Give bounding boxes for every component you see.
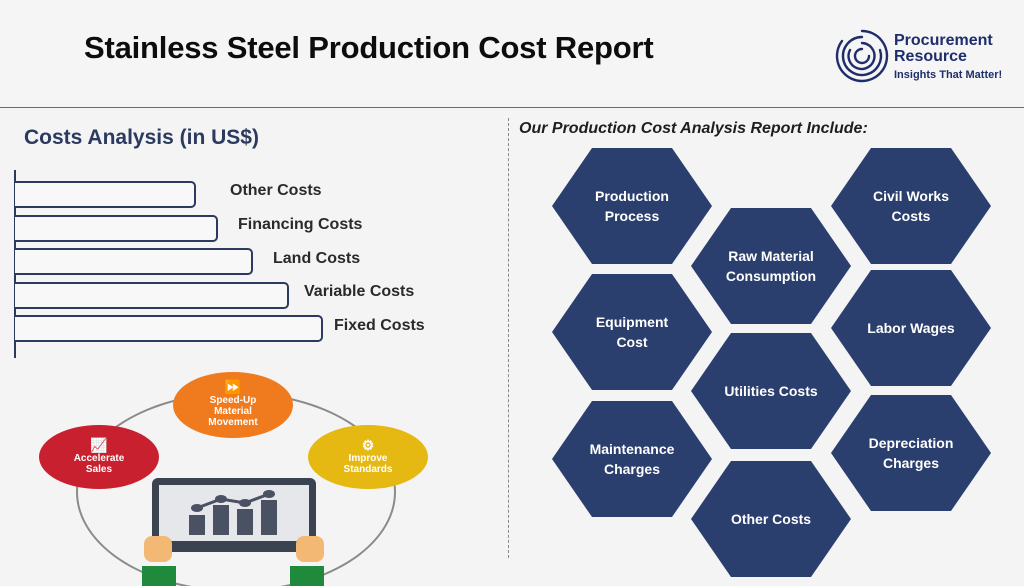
cost-bar-other	[15, 181, 196, 208]
cost-bar-fixed	[15, 315, 323, 342]
cost-bar-variable	[15, 282, 289, 309]
hex-utilities-costs: Utilities Costs	[691, 333, 851, 449]
left-sleeve	[142, 566, 176, 586]
hex-production-process: Production Process	[552, 148, 712, 264]
hex-labor-wages: Labor Wages	[831, 270, 991, 386]
concentric-maze-icon	[835, 29, 889, 83]
fast-forward-icon: ⏩	[224, 379, 242, 395]
logo-name-line1: Procurement	[894, 32, 993, 49]
cost-bar-land	[15, 248, 253, 275]
right-sleeve	[290, 566, 324, 586]
growth-chart-icon: 📈	[90, 436, 108, 453]
report-includes-title: Our Production Cost Analysis Report Incl…	[519, 120, 868, 137]
gear-icon: ⚙	[361, 436, 375, 453]
header: Stainless Steel Production Cost Report P…	[0, 0, 1024, 108]
tablet-screen	[159, 485, 309, 541]
accelerate-sales-bubble: 📈 Accelerate Sales	[39, 425, 159, 489]
logo-tagline: Insights That Matter!	[894, 69, 1003, 81]
cost-bar-financing	[15, 215, 218, 242]
cost-label: Fixed Costs	[334, 317, 425, 334]
page-title: Stainless Steel Production Cost Report	[84, 30, 654, 65]
cost-label: Land Costs	[273, 250, 361, 267]
cost-label: Variable Costs	[304, 283, 415, 300]
left-hand	[144, 536, 172, 562]
hex-depreciation-charges: Depreciation Charges	[831, 395, 991, 511]
hex-raw-material-consumption: Raw Material Consumption	[691, 208, 851, 324]
bubble-label: Movement	[208, 417, 258, 428]
tablet-illustration	[152, 478, 316, 552]
hex-equipment-cost: Equipment Cost	[552, 274, 712, 390]
section-divider	[508, 118, 509, 558]
bar-line-chart-icon	[189, 490, 277, 535]
right-hand	[296, 536, 324, 562]
bubble-label: Accelerate	[73, 452, 125, 464]
cost-label: Financing Costs	[238, 216, 363, 233]
hex-civil-works-costs: Civil Works Costs	[831, 148, 991, 264]
cost-label: Other Costs	[230, 182, 322, 199]
bubble-label: Material	[214, 406, 252, 417]
bubble-label: Speed-Up	[209, 395, 257, 406]
improve-standards-bubble: ⚙ Improve Standards	[308, 425, 428, 489]
bubble-label: Sales	[85, 463, 113, 475]
hex-maintenance-charges: Maintenance Charges	[552, 401, 712, 517]
speed-up-bubble: ⏩ Speed-Up Material Movement	[173, 372, 293, 438]
hex-other-costs: Other Costs	[691, 461, 851, 577]
costs-analysis-title: Costs Analysis (in US$)	[24, 126, 259, 149]
brand-logo[interactable]: Procurement Resource Insights That Matte…	[834, 28, 1014, 88]
logo-name-line2: Resource	[894, 48, 967, 65]
bubble-label: Standards	[343, 463, 393, 475]
bubble-label: Improve	[348, 452, 388, 464]
